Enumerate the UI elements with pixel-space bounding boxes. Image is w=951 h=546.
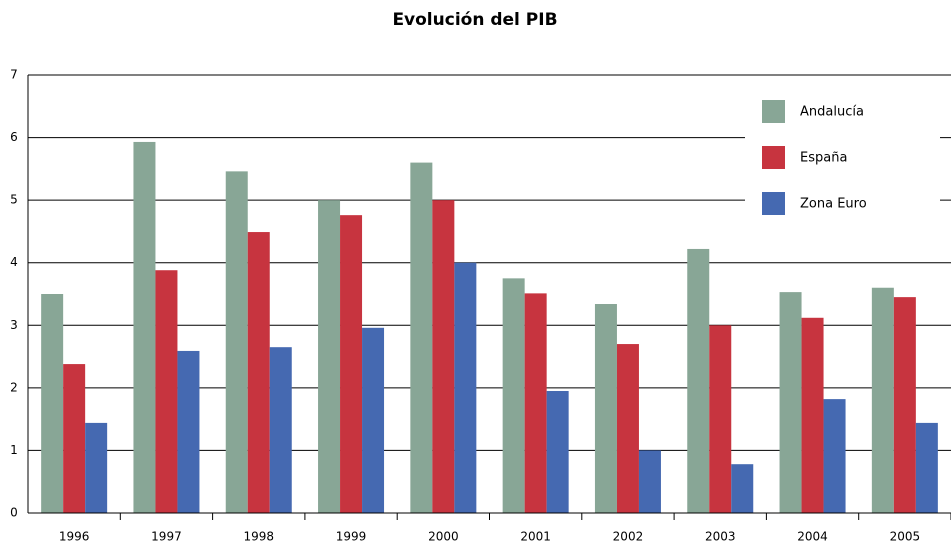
bar [247,232,270,513]
y-tick-label: 1 [10,443,18,457]
y-tick-label: 2 [10,380,18,394]
bar [893,297,916,513]
bar [133,141,156,514]
bar [616,344,639,513]
y-tick-label: 5 [10,193,18,207]
bar [85,422,108,513]
bar [871,287,894,513]
y-tick-label: 0 [10,506,18,520]
legend-swatch [762,192,785,215]
x-tick-label: 2004 [797,530,828,544]
bar [594,304,617,513]
x-tick-label: 2000 [428,530,459,544]
bar [177,350,200,513]
bar [823,399,846,513]
bar [731,464,754,513]
bar [709,325,732,513]
x-tick-label: 1998 [243,530,274,544]
bar [502,278,525,513]
bar [225,171,248,514]
chart-title: Evolución del PIB [392,10,557,30]
x-tick-label: 2005 [890,530,921,544]
x-tick-label: 2003 [705,530,736,544]
legend-label: Andalucía [800,105,864,120]
bar [340,215,363,513]
bar [362,327,385,513]
y-tick-label: 6 [10,130,18,144]
legend-label: Zona Euro [800,197,867,212]
bar [155,270,178,513]
bar [432,200,455,513]
legend-label: España [800,151,847,166]
bar [63,364,86,513]
x-tick-label: 1996 [59,530,90,544]
x-tick-label: 2002 [613,530,644,544]
bar [801,317,824,513]
bar [454,262,477,513]
legend-swatch [762,100,785,123]
bar [687,248,710,513]
bar [546,390,569,513]
y-tick-label: 4 [10,255,18,269]
bar [269,347,292,513]
bar [410,162,433,513]
bar [41,294,64,513]
bar [779,292,802,513]
y-tick-label: 3 [10,318,18,332]
x-tick-label: 2001 [520,530,551,544]
x-tick-label: 1999 [336,530,367,544]
legend-swatch [762,146,785,169]
bar [318,200,341,513]
bar [638,450,661,513]
y-tick-label: 7 [10,68,18,82]
bar [524,293,547,513]
bar [915,422,938,513]
x-tick-label: 1997 [151,530,182,544]
